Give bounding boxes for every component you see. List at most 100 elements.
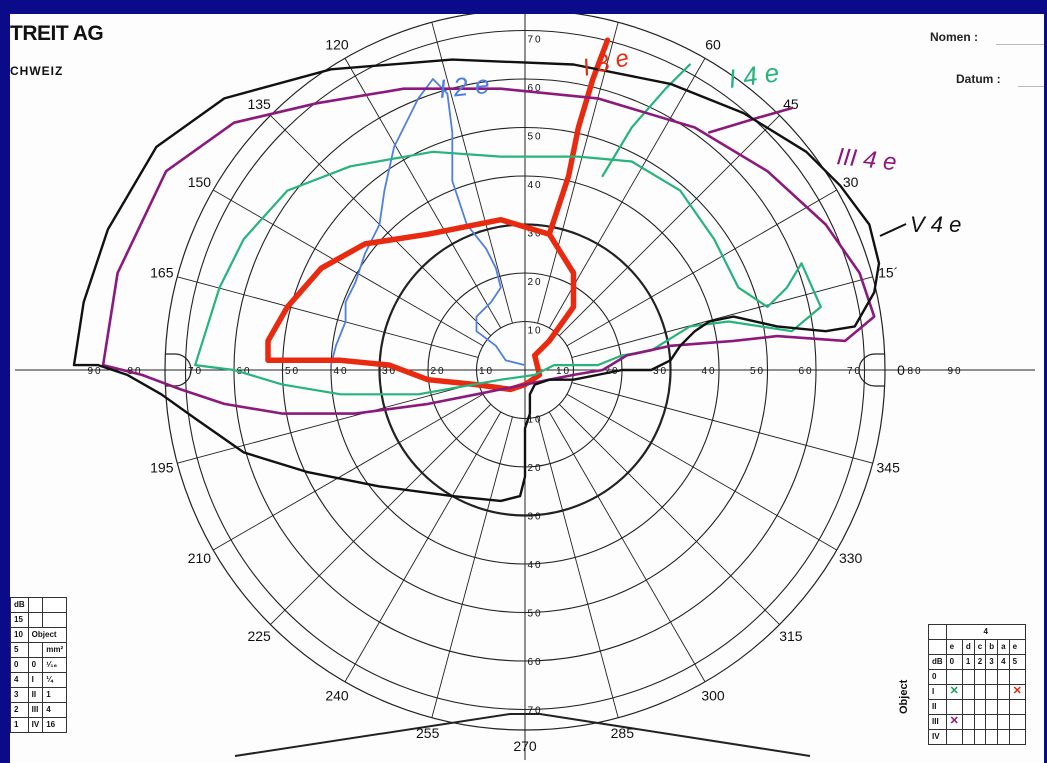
handwritten-label-0: I 2 e bbox=[437, 69, 490, 104]
left-legend-cell bbox=[27, 642, 44, 658]
ring-label-v-10-1: 10 bbox=[527, 415, 542, 426]
angle-label-75: 75 bbox=[615, 14, 631, 15]
angle-label-300: 300 bbox=[701, 688, 725, 704]
right-legend-cell bbox=[1008, 699, 1026, 715]
radial-line-240 bbox=[344, 411, 502, 682]
left-legend-cell: mm² bbox=[42, 642, 68, 658]
ring-label-h-90-0: 90 bbox=[947, 366, 962, 377]
right-legend-cell bbox=[961, 669, 975, 685]
left-legend-cell: II bbox=[27, 687, 44, 703]
radial-line-150 bbox=[213, 189, 484, 347]
radial-line-210 bbox=[213, 393, 484, 551]
angle-label-285: 285 bbox=[611, 725, 635, 741]
right-legend-cell: III bbox=[928, 714, 947, 730]
left-legend-cell: I bbox=[27, 672, 44, 688]
left-legend-cell: 16 bbox=[42, 717, 68, 733]
right-legend-row: III ✕ bbox=[928, 714, 1026, 730]
ring-label-v-70-1: 70 bbox=[527, 706, 542, 717]
handwritten-label-1: I 3 e bbox=[580, 44, 632, 81]
left-legend-cell: 4 bbox=[10, 672, 29, 688]
angle-label-165: 165 bbox=[150, 265, 174, 281]
ring-label-h-70-1: 70 bbox=[188, 366, 203, 377]
angle-label-60: 60 bbox=[705, 36, 721, 52]
ring-label-v-40-0: 40 bbox=[527, 180, 542, 191]
angle-label-210: 210 bbox=[188, 550, 212, 566]
right-legend-cell bbox=[945, 669, 963, 685]
ring-label-h-40-0: 40 bbox=[701, 366, 716, 377]
radial-line-300 bbox=[548, 411, 706, 682]
right-legend-cell: II bbox=[928, 699, 947, 715]
right-legend-letter: d bbox=[961, 639, 975, 655]
right-legend-cell bbox=[997, 669, 1010, 685]
brand-name: TREIT AG bbox=[10, 22, 104, 45]
left-legend-row: 10 Object bbox=[10, 627, 68, 643]
right-legend-cell bbox=[973, 684, 987, 700]
object-axis-label: Object bbox=[898, 679, 910, 714]
angle-label-240: 240 bbox=[325, 688, 349, 704]
isopter-i3e-1 bbox=[265, 216, 577, 393]
left-legend-cell: 5 bbox=[10, 642, 29, 658]
left-legend-cell: 0 bbox=[10, 657, 29, 673]
ring-label-h-70-0: 70 bbox=[847, 366, 862, 377]
right-legend-row: IV bbox=[928, 729, 1026, 745]
right-legend-cell bbox=[945, 699, 963, 715]
right-legend-db-row: dB 0 1 2 3 4 5 bbox=[928, 654, 1026, 670]
datum-label: Datum : bbox=[956, 72, 1001, 86]
right-legend-cell bbox=[973, 729, 987, 745]
ring-label-v-30-1: 30 bbox=[527, 512, 542, 523]
ring-label-v-60-1: 60 bbox=[527, 657, 542, 668]
ring-label-v-50-0: 50 bbox=[527, 132, 542, 143]
right-legend-cell bbox=[961, 714, 975, 730]
angle-label-0: 0 bbox=[897, 362, 905, 378]
right-legend-cell bbox=[997, 699, 1010, 715]
angle-label-150: 150 bbox=[188, 174, 212, 190]
ring-label-v-70-0: 70 bbox=[527, 35, 542, 46]
handwritten-label-2: I 4 e bbox=[727, 57, 781, 94]
radial-line-165 bbox=[177, 276, 479, 358]
isopter-i2e-0 bbox=[330, 78, 526, 366]
right-legend-cell bbox=[1008, 669, 1026, 685]
right-legend-db-cell: 4 bbox=[997, 654, 1010, 670]
nomen-label: Nomen : bbox=[930, 30, 978, 44]
ring-label-h-30-0: 30 bbox=[653, 366, 668, 377]
angle-label-315: 315 bbox=[779, 628, 803, 644]
handwritten-annotations: I 2 e I 3 e I 4 e III 4 e V 4 e bbox=[437, 44, 961, 237]
right-legend-cell bbox=[985, 699, 999, 715]
left-legend-cell: 10 bbox=[10, 627, 29, 643]
left-legend-cell: 1 bbox=[42, 687, 68, 703]
handwritten-label-3: III 4 e bbox=[835, 143, 898, 176]
goldmann-chart-paper: 015´304560759010512013515016519521022524… bbox=[10, 14, 1044, 763]
radial-line-285 bbox=[537, 416, 619, 718]
right-legend-cell bbox=[997, 714, 1010, 730]
left-legend-row: 1 IV 16 bbox=[10, 717, 68, 733]
left-legend-cell: 3 bbox=[10, 687, 29, 703]
right-legend-cell bbox=[961, 699, 975, 715]
isopter-iii4e-5 bbox=[101, 87, 876, 415]
angle-label-255: 255 bbox=[416, 725, 440, 741]
angle-label-105: 105 bbox=[416, 14, 440, 15]
ring-label-h-60-0: 60 bbox=[798, 366, 813, 377]
right-legend-cell bbox=[985, 729, 999, 745]
isopter-i4e-4 bbox=[601, 63, 691, 178]
left-legend-row: 3 II 1 bbox=[10, 687, 68, 703]
nomen-field[interactable] bbox=[996, 44, 1044, 45]
isopter-iii4e-6 bbox=[708, 106, 794, 134]
angle-label-345: 345 bbox=[877, 459, 901, 475]
ring-label-h-60-1: 60 bbox=[236, 366, 251, 377]
left-legend-cell: 4 bbox=[42, 702, 68, 718]
right-legend-cell bbox=[961, 684, 975, 700]
right-legend-cell bbox=[985, 714, 999, 730]
right-legend-row: 0 bbox=[928, 669, 1026, 685]
left-legend-cell: 1 bbox=[10, 717, 29, 733]
left-legend-cell: Object bbox=[27, 627, 68, 643]
right-legend-db-cell: 2 bbox=[973, 654, 987, 670]
ring-label-v-40-1: 40 bbox=[527, 560, 542, 571]
ring-label-v-50-1: 50 bbox=[527, 609, 542, 620]
datum-field[interactable] bbox=[1018, 86, 1044, 87]
left-extension bbox=[165, 353, 192, 387]
left-legend-row: 15 bbox=[10, 612, 68, 628]
right-legend-db-cell: 3 bbox=[985, 654, 999, 670]
radial-line-120 bbox=[344, 58, 502, 329]
